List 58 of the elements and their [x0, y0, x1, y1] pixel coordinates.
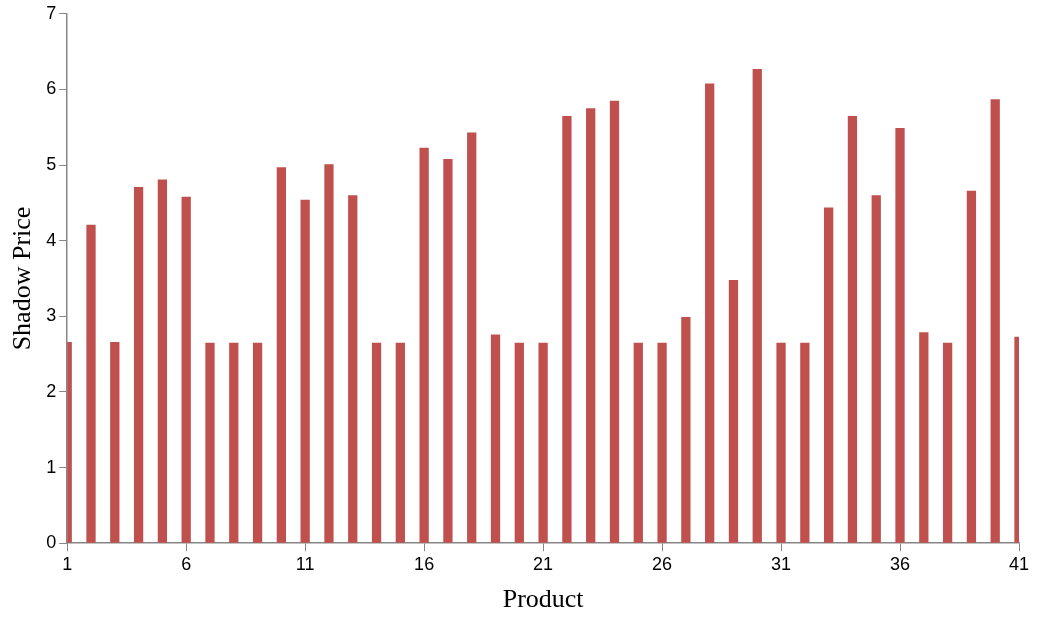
bar: [800, 342, 810, 543]
bar: [586, 108, 596, 543]
bar: [490, 334, 501, 543]
y-axis-title: Shadow Price: [7, 206, 37, 351]
bar: [919, 332, 929, 543]
bar: [824, 207, 834, 543]
bar: [371, 342, 382, 543]
y-tick-label: 4: [46, 229, 57, 250]
bar: [966, 190, 977, 543]
bar: [300, 199, 310, 543]
bar: [181, 196, 191, 543]
y-tick-label: 2: [46, 380, 57, 401]
x-tick-label: 6: [181, 553, 192, 574]
x-tick-label: 16: [414, 553, 435, 574]
bar: [895, 128, 905, 543]
bar: [205, 342, 215, 543]
bar: [348, 195, 358, 543]
bar: [229, 342, 239, 543]
bar: [871, 195, 881, 543]
bar: [538, 342, 548, 543]
x-tick-label: 41: [1008, 553, 1030, 574]
bar: [681, 317, 691, 543]
y-tick-label: 5: [46, 154, 57, 175]
bar: [110, 342, 120, 543]
bar: [395, 342, 405, 543]
bar: [776, 342, 786, 543]
bar: [157, 179, 168, 543]
x-axis-title: Product: [502, 584, 585, 614]
bar: [705, 83, 715, 543]
x-tick-label: 31: [771, 553, 792, 574]
bar: [514, 342, 524, 543]
x-tick-label: 36: [890, 553, 911, 574]
bar: [728, 280, 739, 543]
bar: [990, 99, 1000, 543]
y-tick-label: 1: [46, 456, 57, 477]
bar: [443, 159, 453, 543]
bar: [942, 342, 953, 543]
x-tick-label: 1: [62, 553, 73, 574]
bar: [252, 342, 263, 543]
y-tick-label: 0: [46, 532, 57, 553]
bar: [657, 342, 667, 543]
y-tick-label: 6: [46, 78, 57, 99]
bar: [467, 132, 477, 543]
bar: [609, 100, 620, 543]
y-tick-label: 7: [46, 2, 57, 23]
bar: [562, 115, 572, 543]
bar: [276, 167, 286, 543]
x-tick-label: 21: [533, 553, 554, 574]
bar: [752, 69, 762, 543]
bar: [86, 224, 96, 543]
y-tick-label: 3: [46, 305, 57, 326]
x-tick-label: 11: [295, 553, 315, 574]
x-tick-label: 26: [652, 553, 673, 574]
bar: [419, 147, 429, 543]
bar: [633, 342, 643, 543]
bar: [133, 186, 144, 543]
bar: [847, 115, 858, 543]
bar: [324, 164, 334, 543]
